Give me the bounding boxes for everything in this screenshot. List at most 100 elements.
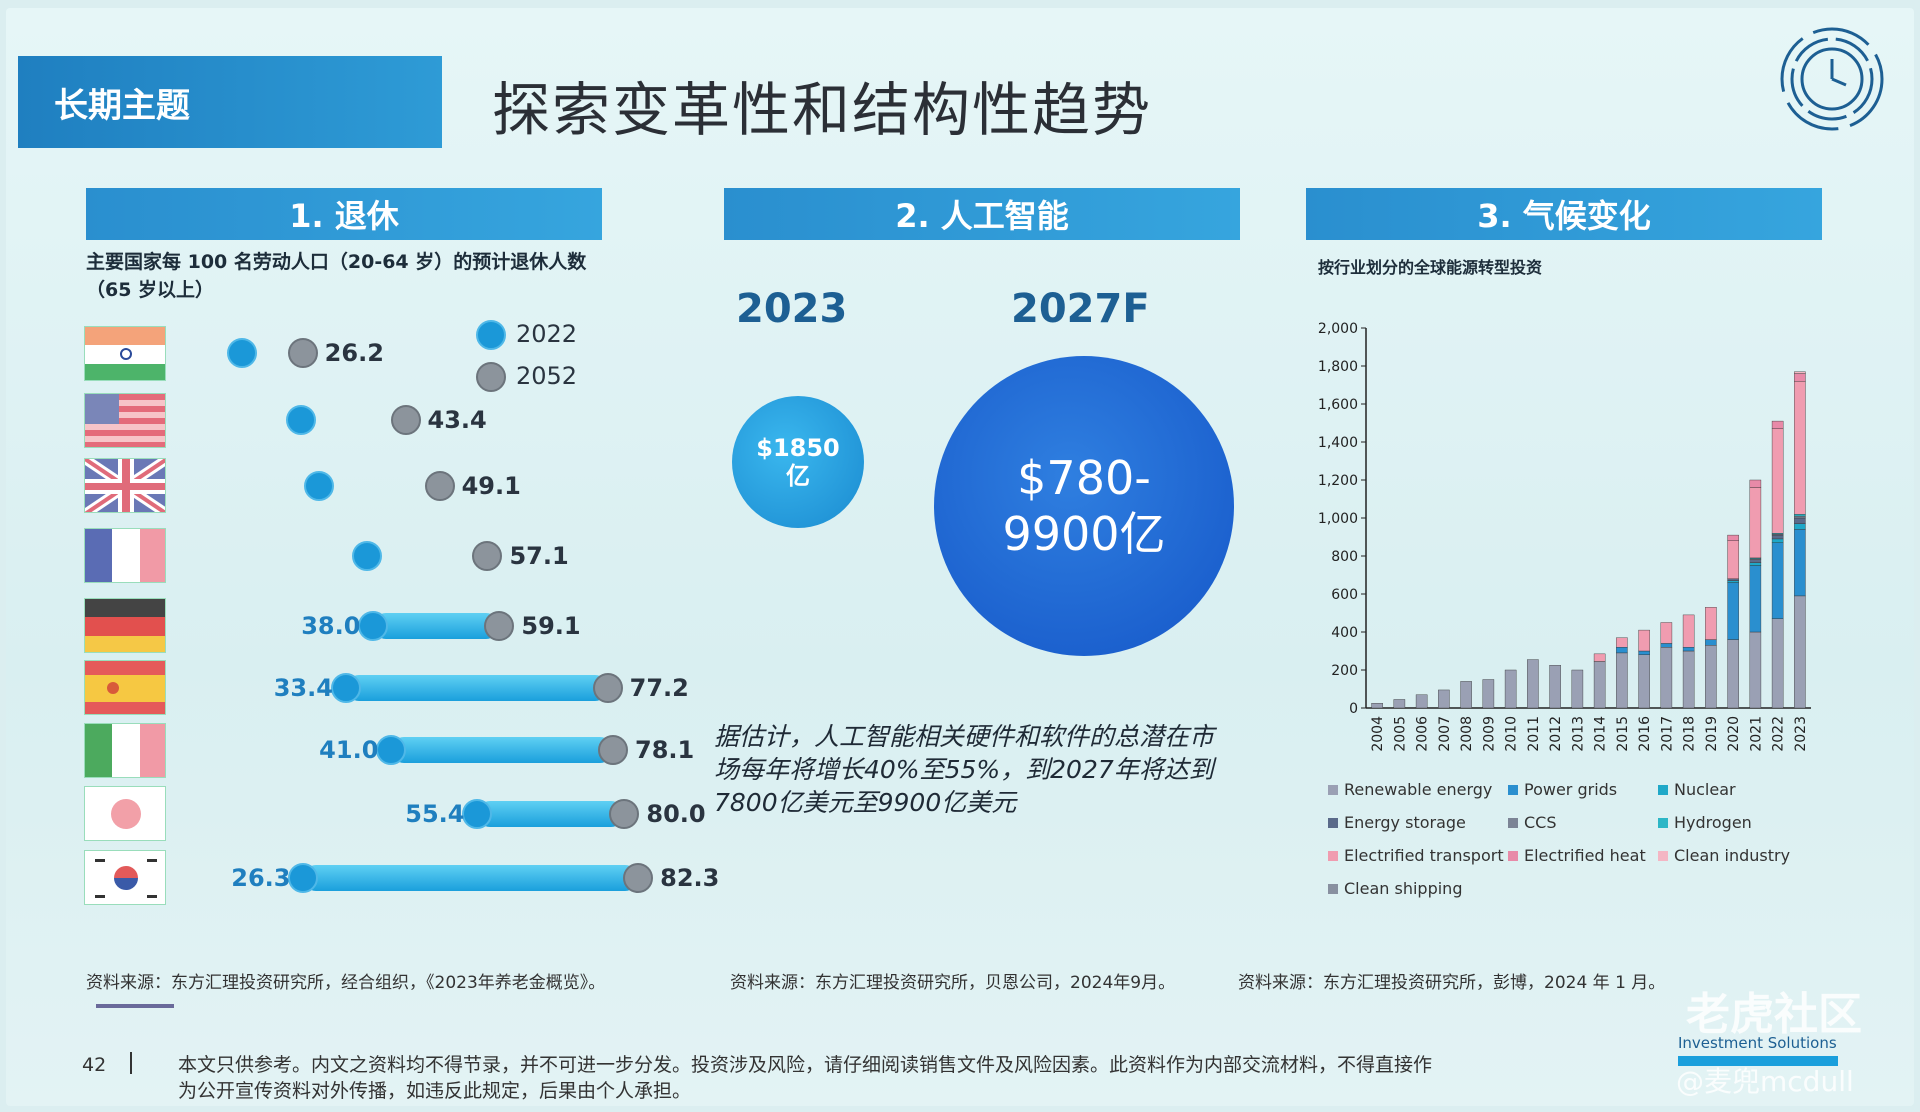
dumbbell-dot-2052 <box>390 405 421 435</box>
x-tick-label: 2023 <box>1793 716 1809 752</box>
ai-bubble-2027f: $780- 9900亿 <box>934 356 1234 656</box>
ai-bubble-2027f-value: $780- <box>1017 451 1151 505</box>
dumbbell-label-2022: 55.4 <box>405 800 465 828</box>
dumbbell-dot-2022 <box>462 799 493 829</box>
legend-swatch <box>1508 850 1518 861</box>
bar-segment <box>1771 534 1784 540</box>
bar-segment <box>1727 578 1739 581</box>
theme-tag: 长期主题 <box>18 56 442 148</box>
x-tick-label: 2016 <box>1637 716 1653 752</box>
legend-2052-label: 2052 <box>516 362 578 390</box>
x-tick-label: 2017 <box>1659 716 1675 752</box>
x-tick-label: 2015 <box>1615 716 1631 752</box>
dumbbell-dot-2022 <box>376 735 407 765</box>
bar-segment <box>1727 534 1739 542</box>
legend-label: Electrified transport <box>1344 846 1504 865</box>
bar-segment <box>1638 654 1650 709</box>
dumbbell-label-2052: 82.3 <box>660 864 720 892</box>
legend-item: Power grids <box>1508 780 1658 799</box>
dumbbell-label-2052: 77.2 <box>629 674 689 702</box>
dumbbell-label-2052: 26.2 <box>324 339 384 367</box>
india-flag <box>84 326 166 381</box>
bar-segment <box>1682 614 1695 648</box>
legend-label: Power grids <box>1524 780 1618 799</box>
x-tick-label: 2004 <box>1370 716 1386 752</box>
bar-segment <box>1549 665 1561 709</box>
y-tick-label: 0 <box>1349 701 1358 717</box>
x-tick-label: 2018 <box>1682 716 1698 752</box>
dumbbell-bar <box>303 865 639 891</box>
x-tick-label: 2008 <box>1459 716 1475 752</box>
dumbbell-label-2052: 78.1 <box>635 736 695 764</box>
disclaimer: 本文只供参考。内文之资料均不得节录，并不可进一步分发。投资涉及风险，请仔细阅读销… <box>178 1052 1598 1104</box>
legend-label: Renewable energy <box>1344 780 1493 799</box>
dumbbell-dot-2022 <box>304 471 335 501</box>
y-tick-label: 1,600 <box>1318 397 1358 413</box>
bar-segment <box>1682 647 1695 652</box>
x-tick-label: 2020 <box>1726 716 1742 752</box>
climate-source: 资料来源：东方汇理投资研究所，彭博，2024 年 1 月。 <box>1238 973 1666 993</box>
bar-segment <box>1727 580 1739 583</box>
retirement-subtitle: 主要国家每 100 名劳动人口（20-64 岁）的预计退休人数 （65 岁以上） <box>86 248 646 304</box>
bar-segment <box>1794 529 1806 597</box>
bar-segment <box>1660 647 1673 709</box>
bar-segment <box>1393 699 1406 709</box>
dumbbell-label-2052: 43.4 <box>427 406 487 434</box>
bar-segment <box>1705 645 1717 709</box>
legend-swatch <box>1328 883 1338 894</box>
bar-segment <box>1794 595 1806 709</box>
ai-description-line2: 场每年将增长40%至55%，到2027年将达到 <box>714 755 1214 784</box>
bar-segment <box>1794 380 1806 515</box>
japan-flag <box>84 786 166 841</box>
bar-segment <box>1482 679 1495 709</box>
section-header-retirement: 1. 退休 <box>86 188 602 240</box>
legend-swatch <box>1658 850 1668 861</box>
legend-item: Clean shipping <box>1328 879 1508 898</box>
x-tick-label: 2010 <box>1504 716 1520 752</box>
bar-segment <box>1794 513 1806 517</box>
x-tick-label: 2006 <box>1415 716 1431 752</box>
bar-segment <box>1771 420 1784 429</box>
dumbbell-dot-2022 <box>288 863 319 893</box>
y-tick-label: 2,000 <box>1318 321 1358 337</box>
france-flag <box>84 528 166 583</box>
legend-swatch <box>1508 817 1518 828</box>
bar-segment <box>1705 639 1717 646</box>
bar-segment <box>1749 565 1762 633</box>
disclaimer-line2: 为公开宣传资料对外传播，如违反此规定，后果由个人承担。 <box>178 1080 692 1102</box>
dumbbell-dot-2052 <box>609 799 640 829</box>
ai-bubble-2023-unit: 亿 <box>786 462 810 490</box>
legend-label: Nuclear <box>1674 780 1736 799</box>
bar-segment <box>1794 371 1806 374</box>
dumbbell-label-2052: 49.1 <box>461 472 521 500</box>
y-tick-label: 400 <box>1331 625 1358 641</box>
italy-flag <box>84 723 166 778</box>
legend-label: Clean industry <box>1674 846 1791 865</box>
x-tick-label: 2011 <box>1526 716 1542 752</box>
usa-flag <box>84 393 166 448</box>
dumbbell-label-2052: 57.1 <box>509 542 569 570</box>
legend-item: Electrified heat <box>1508 846 1658 865</box>
legend-swatch <box>1328 817 1338 828</box>
dumbbell-dot-2022 <box>330 673 361 703</box>
logo-bar <box>1678 1056 1838 1066</box>
bar-segment <box>1504 669 1517 709</box>
dumbbell-label-2022: 38.0 <box>301 612 361 640</box>
bar-segment <box>1571 669 1584 709</box>
x-tick-label: 2007 <box>1437 716 1453 752</box>
bar-segment <box>1527 659 1539 709</box>
dumbbell-dot-2052 <box>592 673 623 703</box>
dumbbell-dot-2022 <box>286 405 317 435</box>
y-tick-label: 800 <box>1331 549 1358 565</box>
bar-segment <box>1616 652 1628 709</box>
legend-2022-label: 2022 <box>516 320 578 348</box>
bar-segment <box>1749 562 1762 566</box>
legend-swatch <box>1328 784 1338 795</box>
ai-description: 据估计，人工智能相关硬件和软件的总潜在市 场每年将增长40%至55%，到2027… <box>714 720 1274 819</box>
dumbbell-bar <box>477 801 625 827</box>
legend-label: CCS <box>1524 813 1557 832</box>
legend-item: Electrified transport <box>1328 846 1508 865</box>
footer-separator <box>130 1052 132 1074</box>
bar-segment <box>1371 703 1383 709</box>
bar-segment <box>1616 637 1628 648</box>
